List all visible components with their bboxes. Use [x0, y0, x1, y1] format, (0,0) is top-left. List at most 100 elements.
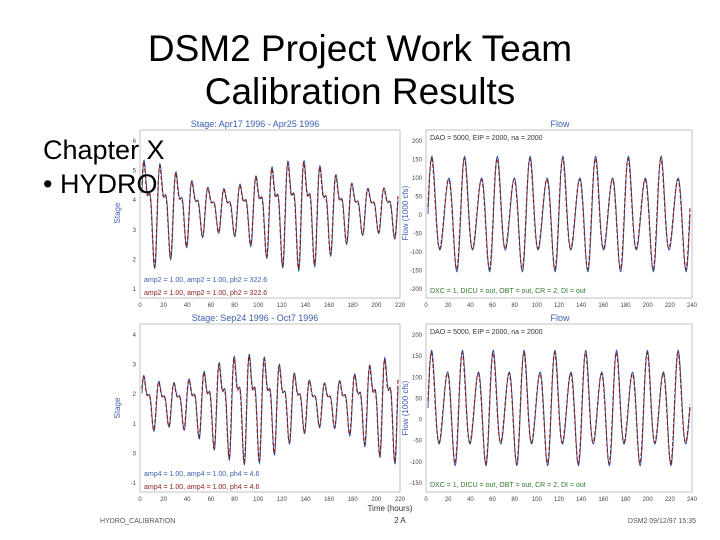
panel-flow-bottom-xticks: 0 20 40 60 80 100 120 140 160 180 200 220 240 — [424, 497, 697, 503]
panel-stage-bottom-yticks: 4 3 2 1 0 -1 — [131, 333, 137, 487]
slide-title-line2: Calibration Results — [204, 71, 516, 112]
panel-stage-top-xtick-label: 80 — [231, 303, 238, 309]
panel-flow-bottom-xtick-label: 40 — [467, 497, 474, 503]
panel-stage-top-xtick-label: 120 — [277, 303, 288, 309]
panel-stage-top-title: Stage: Apr17 1996 - Apr25 1996 — [191, 119, 320, 129]
panel-stage-bottom-xtick-label: 40 — [184, 497, 191, 503]
panel-stage-top-ytick-label: 3 — [133, 228, 137, 234]
panel-stage-bottom-xtick-label: 80 — [231, 497, 238, 503]
panel-stage-bottom-xtick-label: 180 — [348, 497, 359, 503]
panel-flow-bottom-xtick-label: 200 — [643, 497, 654, 503]
panel-flow-top-ytick-label: -150 — [410, 269, 423, 275]
panel-flow-bottom-ytick-label: -150 — [410, 481, 423, 487]
panel-flow-top-ytick-label: -200 — [410, 287, 423, 293]
panel-flow-top-xtick-label: 240 — [687, 303, 698, 309]
panel-flow-bottom-xtick-label: 220 — [665, 497, 676, 503]
panel-flow-bottom-ytick-label: 0 — [419, 418, 423, 424]
panel-stage-bottom: Stage: Sep24 1996 - Oct7 1996 Stage 4 3 2 1… — [113, 313, 406, 503]
panel-flow-bottom-yticks: 200 150 100 50 0 -50 -100 -150 — [410, 333, 423, 487]
panel-flow-top-xtick-label: 180 — [620, 303, 631, 309]
panel-flow-bottom-ytick-label: 150 — [412, 354, 423, 360]
panel-flow-top-frame — [425, 129, 693, 299]
panel-stage-top-xtick-label: 220 — [395, 303, 406, 309]
panel-stage-top-yticks: 6 5 4 3 2 1 — [133, 139, 137, 293]
panel-flow-top-xtick-label: 60 — [489, 303, 496, 309]
panel-stage-top-xtick-label: 180 — [348, 303, 359, 309]
panel-stage-bottom-series-line-2 — [141, 354, 399, 465]
panel-flow-bottom-ytick-label: 200 — [412, 333, 423, 339]
panel-stage-top-series — [141, 159, 399, 272]
panel-stage-top-ytick-label: 4 — [133, 198, 137, 204]
panel-stage-bottom-ytick-label: -1 — [131, 481, 137, 487]
panel-stage-bottom-xtick-label: 0 — [138, 497, 142, 503]
panel-flow-top-ytick-label: -100 — [410, 250, 423, 256]
panel-stage-bottom-xtick-label: 60 — [208, 497, 215, 503]
panel-flow-top-xtick-label: 80 — [511, 303, 518, 309]
panel-stage-bottom-title: Stage: Sep24 1996 - Oct7 1996 — [192, 313, 319, 323]
panel-flow-bottom-title: Flow — [550, 313, 570, 323]
figure-footer-center: 2 A — [394, 516, 406, 525]
panel-stage-top-xtick-label: 20 — [160, 303, 167, 309]
panel-flow-top-xtick-label: 160 — [598, 303, 609, 309]
panel-flow-bottom-xtick-label: 100 — [532, 497, 543, 503]
slide-title-line1: DSM2 Project Work Team — [147, 28, 573, 69]
panel-flow-bottom-series — [427, 349, 691, 467]
panel-flow-top-title: Flow — [550, 119, 570, 129]
panel-stage-bottom-xtick-label: 220 — [395, 497, 406, 503]
panel-flow-top-yticks: 200 150 100 50 0 -50 -100 -150 -200 — [410, 139, 423, 293]
panel-flow-top-ytick-label: 100 — [412, 176, 423, 182]
panel-flow-bottom-xtick-label: 60 — [489, 497, 496, 503]
panel-stage-top-frame — [139, 129, 401, 299]
panel-stage-bottom-xtick-label: 120 — [277, 497, 288, 503]
figure-footer-left: HYDRO_CALIBRATION — [100, 518, 175, 525]
bullet-chapter: Chapter X — [43, 135, 165, 165]
panel-flow-top-xtick-label: 0 — [424, 303, 428, 309]
panel-flow-bottom-xtick-label: 0 — [424, 497, 428, 503]
calibration-figure: Stage: Apr17 1996 - Apr25 1996 Stage 6 5 4… — [100, 119, 698, 525]
panel-stage-top-ytick-label: 1 — [133, 287, 137, 293]
panel-stage-top-xtick-label: 40 — [184, 303, 191, 309]
panel-stage-bottom-series — [141, 353, 399, 466]
panel-flow-top-xtick-label: 140 — [576, 303, 587, 309]
panel-flow-top-footer: DXC = 1, DICU = out, OBT = out, CR = 2, … — [430, 288, 586, 295]
panel-flow-bottom-ytick-label: -50 — [413, 439, 422, 445]
panel-stage-bottom-ytick-label: 0 — [133, 451, 137, 457]
panel-stage-bottom-legend-2: amp4 = 1.00, amp4 = 1.00, ph4 = 4.6 — [144, 484, 259, 491]
panel-flow-top-xtick-label: 20 — [445, 303, 452, 309]
panel-stage-top-xtick-label: 0 — [138, 303, 142, 309]
panel-stage-top-ylabel: Stage — [113, 202, 122, 223]
panel-flow-bottom-xtick-label: 80 — [511, 497, 518, 503]
panel-flow-top-ytick-label: 0 — [419, 213, 423, 219]
panel-flow-bottom-xtick-label: 240 — [687, 497, 698, 503]
panel-stage-top-ytick-label: 6 — [133, 139, 137, 145]
panel-flow-top-series-line-2 — [427, 157, 691, 270]
panel-stage-top-xtick-label: 200 — [371, 303, 382, 309]
panel-flow-bottom: Flow Flow (1000 cfs) 200150100500-50-100… — [367, 313, 697, 513]
panel-stage-top-xtick-label: 60 — [208, 303, 215, 309]
panel-flow-top-xticks: 0 20 40 60 80 100 120 140 160 180 200 220 240 — [424, 303, 697, 309]
panel-stage-top-xtick-label: 160 — [324, 303, 335, 309]
panel-flow-bottom-xtick-label: 160 — [598, 497, 609, 503]
panel-flow-top: Flow Flow (1000 cfs) 200150100500-50-100… — [401, 119, 698, 309]
panel-flow-bottom-header: DAO = 5000, EIP = 2000, na = 2000 — [430, 329, 543, 336]
panel-flow-bottom-ytick-label: 50 — [415, 396, 422, 402]
panel-flow-top-ytick-label: 200 — [412, 139, 423, 145]
panel-stage-bottom-ytick-label: 3 — [133, 363, 137, 369]
panel-flow-top-series — [427, 155, 691, 273]
panel-stage-bottom-xtick-label: 160 — [324, 497, 335, 503]
panel-flow-bottom-footer: DXC = 1, DICU = out, OBT = out, CR = 2, … — [430, 482, 586, 489]
panel-flow-bottom-ytick-label: -100 — [410, 460, 423, 466]
panel-stage-top-xtick-label: 140 — [300, 303, 311, 309]
panel-stage-top-series-line-2 — [141, 159, 399, 271]
panel-flow-bottom-xtick-label: 120 — [554, 497, 565, 503]
panel-stage-top-legend-1: amp2 = 1.00, amp2 = 1.00, ph2 = 322.6 — [144, 277, 267, 284]
panel-stage-top-legend-2: amp2 = 1.00, amp2 = 1.00, ph2 = 322.6 — [144, 290, 267, 297]
panel-flow-bottom-xtick-label: 20 — [445, 497, 452, 503]
panel-stage-bottom-xtick-label: 100 — [253, 497, 264, 503]
panel-stage-bottom-series-line-1 — [141, 353, 399, 466]
panel-flow-bottom-xtick-label: 180 — [620, 497, 631, 503]
panel-stage-bottom-xtick-label: 200 — [371, 497, 382, 503]
panel-flow-top-ytick-label: 50 — [415, 195, 422, 201]
panel-stage-top-ytick-label: 5 — [133, 169, 137, 175]
panel-stage-bottom-ytick-label: 1 — [133, 422, 137, 428]
